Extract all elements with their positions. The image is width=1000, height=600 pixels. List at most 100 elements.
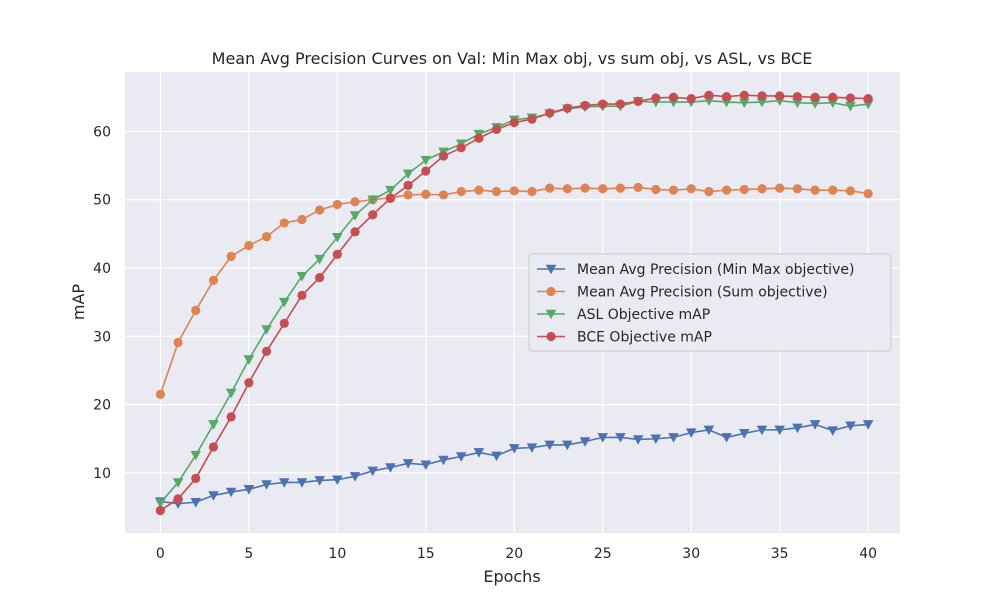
data-point (208, 491, 219, 501)
data-point (420, 155, 432, 166)
data-point (845, 101, 856, 112)
data-point (155, 389, 165, 399)
data-point (173, 337, 183, 348)
legend-marker (546, 331, 556, 342)
x-tick-label: 20 (505, 546, 523, 562)
tick-labels: 0 5 10 15 20 25 30 35 40 10 20 30 40 50 60 (93, 124, 877, 562)
legend-item: BCE Objective mAP (537, 330, 712, 346)
data-point (598, 99, 608, 109)
x-tick-label: 30 (682, 546, 700, 562)
data-point (172, 478, 184, 488)
data-point (438, 151, 449, 161)
data-point (208, 420, 219, 430)
data-point (704, 90, 714, 100)
data-point (421, 166, 431, 176)
data-point (527, 114, 537, 124)
data-point (421, 189, 431, 199)
data-point (191, 305, 201, 315)
data-point (774, 425, 785, 436)
series-1 (155, 420, 874, 509)
data-point (686, 184, 696, 194)
data-point (828, 185, 838, 195)
data-point (651, 184, 661, 195)
data-point (332, 249, 342, 259)
data-point (225, 487, 237, 498)
data-point (562, 103, 572, 113)
data-point (562, 184, 572, 194)
x-tick-label: 10 (328, 546, 346, 562)
data-point (297, 290, 307, 300)
x-tick-label: 15 (417, 546, 435, 562)
data-point (226, 251, 236, 261)
data-point (756, 425, 768, 436)
legend: Mean Avg Precision (Min Max objective) Me… (528, 253, 892, 352)
data-point (579, 437, 591, 447)
data-point (367, 195, 379, 205)
data-point (580, 183, 590, 193)
data-point (597, 433, 609, 443)
data-point (261, 346, 272, 356)
data-point (739, 184, 749, 195)
data-point (526, 443, 538, 453)
data-point (810, 92, 820, 102)
data-point (456, 143, 466, 153)
y-tick-label: 10 (93, 466, 111, 482)
legend-marker (545, 309, 557, 320)
data-point (403, 190, 413, 200)
legend-box (528, 253, 892, 352)
data-point (562, 440, 573, 451)
data-point (314, 254, 325, 265)
data-point (349, 211, 361, 221)
data-point (473, 448, 485, 458)
data-point (368, 210, 378, 220)
data-point (332, 199, 342, 210)
data-point (703, 425, 715, 436)
x-tick-label: 25 (594, 546, 612, 562)
data-point (278, 478, 290, 488)
data-point (650, 434, 662, 445)
data-point (632, 435, 644, 445)
data-point (509, 186, 519, 196)
data-point (863, 94, 873, 104)
data-point (757, 91, 767, 101)
legend-item: Mean Avg Precision (Sum objective) (537, 285, 828, 301)
data-point (633, 96, 643, 106)
data-point (739, 98, 750, 109)
data-point (863, 188, 873, 199)
data-point (225, 388, 237, 399)
data-point (545, 108, 555, 118)
data-point (438, 455, 449, 466)
data-point (721, 91, 732, 102)
data-point (315, 205, 325, 215)
data-point (509, 117, 519, 128)
x-tick-label: 5 (244, 546, 253, 562)
data-point (685, 428, 697, 438)
data-point (420, 460, 432, 470)
data-point (456, 186, 466, 197)
x-tick-label: 0 (156, 546, 165, 562)
data-point (792, 184, 802, 194)
data-point (155, 498, 166, 509)
data-point (297, 214, 307, 225)
data-point (261, 325, 272, 335)
data-point (757, 184, 767, 194)
legend-label: ASL Objective mAP (577, 307, 710, 323)
y-tick-label: 20 (93, 398, 111, 414)
data-point (721, 433, 732, 443)
data-point (544, 440, 555, 451)
data-point (739, 429, 750, 439)
data-point (244, 240, 254, 251)
data-point (279, 318, 289, 328)
data-point (243, 355, 255, 365)
data-point (367, 466, 379, 477)
data-point (455, 452, 467, 462)
x-axis-title: Epochs (483, 567, 540, 586)
x-tick-label: 35 (771, 546, 789, 562)
data-point (173, 494, 183, 504)
grid-lines (125, 72, 900, 533)
data-point (474, 133, 484, 143)
data-point (191, 473, 201, 483)
legend-label: Mean Avg Precision (Sum objective) (577, 285, 828, 301)
data-point (527, 186, 537, 197)
